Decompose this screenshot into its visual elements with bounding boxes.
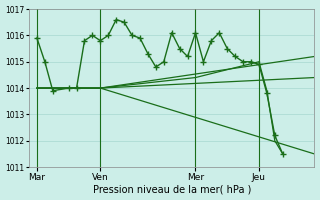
X-axis label: Pression niveau de la mer( hPa ): Pression niveau de la mer( hPa ) [92, 184, 251, 194]
